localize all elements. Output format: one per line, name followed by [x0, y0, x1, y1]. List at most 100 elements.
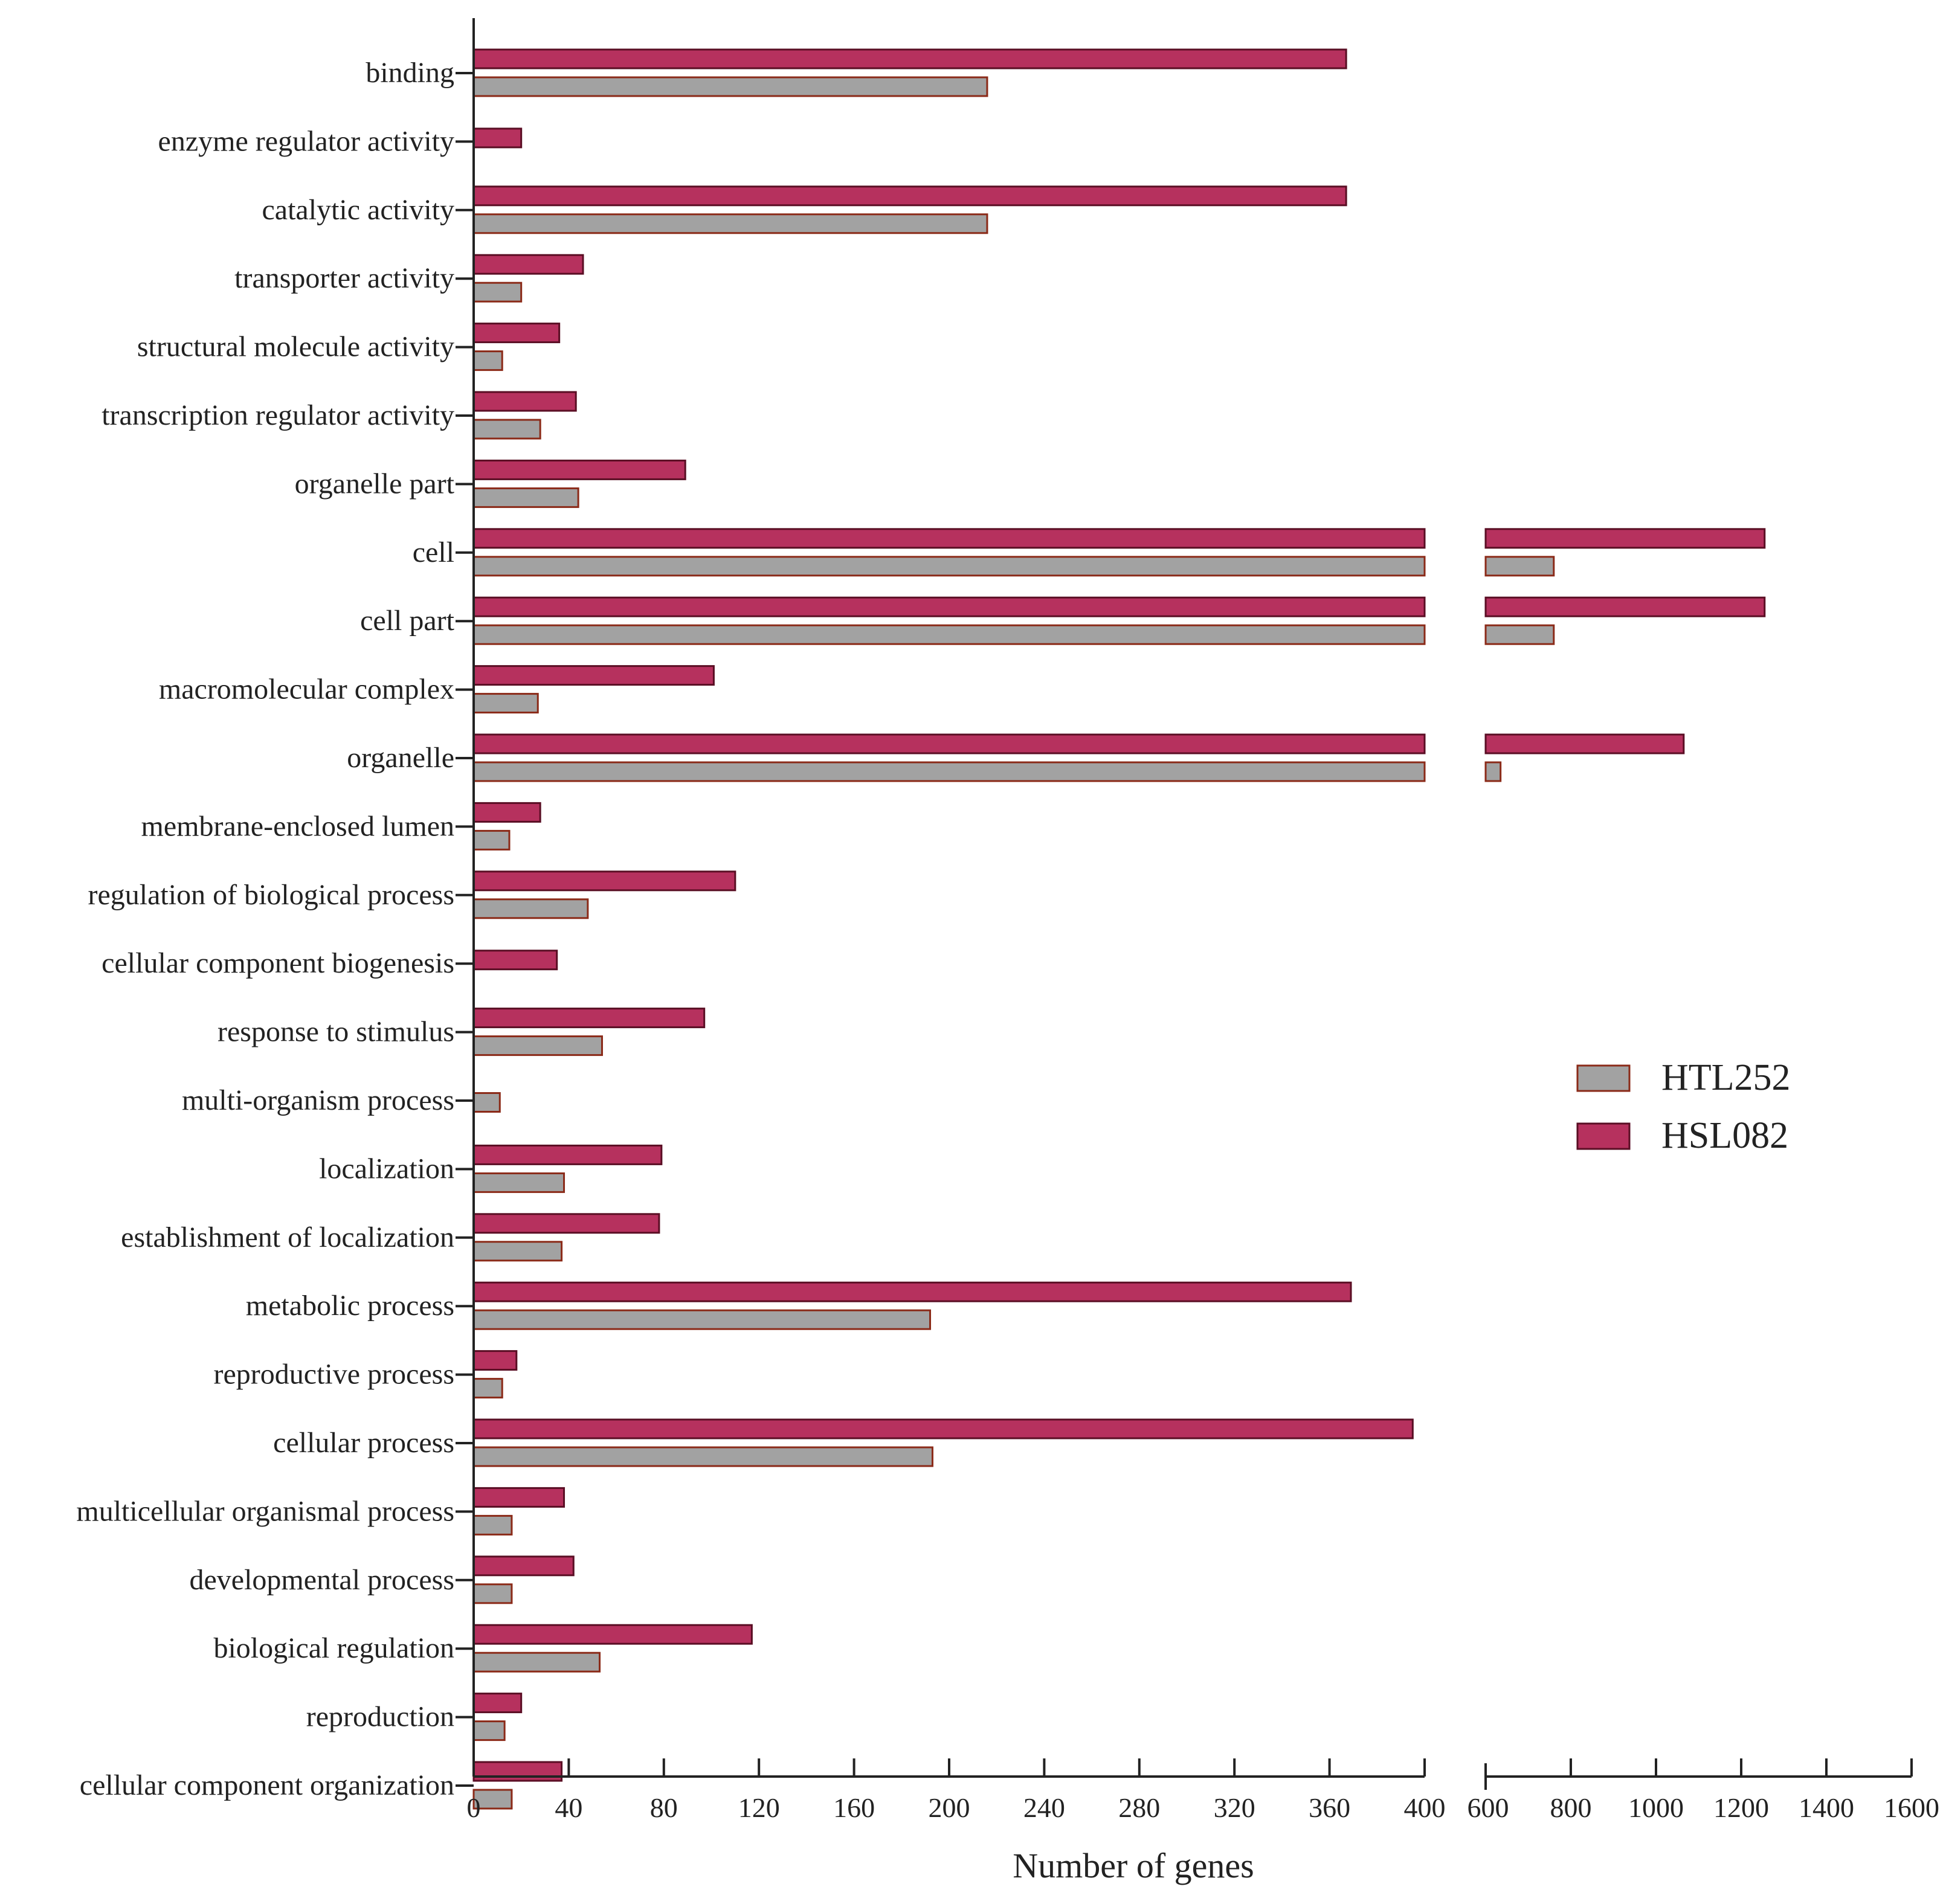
category-label: reproduction: [306, 1701, 454, 1733]
bar-htl252: [472, 1789, 513, 1810]
category-label: localization: [319, 1153, 454, 1185]
x-tick-label: 1600: [1884, 1792, 1939, 1823]
bar-htl252: [472, 1172, 565, 1193]
bar-hsl082-continued: [1484, 528, 1766, 549]
category-label: multi-organism process: [182, 1084, 454, 1116]
bar-hsl082: [472, 1555, 575, 1577]
bar-hsl082: [472, 950, 558, 971]
bar-hsl082-continued: [1484, 596, 1766, 617]
bar-htl252: [472, 1446, 933, 1467]
bar-htl252-continued: [1484, 556, 1555, 577]
bar-htl252-continued: [1484, 761, 1502, 782]
x-tick-label: 600: [1468, 1792, 1509, 1823]
x-tick-label: 400: [1404, 1792, 1446, 1823]
bar-hsl082: [472, 323, 561, 344]
category-label: cell part: [360, 605, 455, 637]
category-label: transcription regulator activity: [101, 399, 454, 431]
category-label: establishment of localization: [121, 1221, 454, 1253]
bar-htl252: [472, 1092, 501, 1113]
category-label: reproductive process: [213, 1359, 454, 1391]
bar-hsl082: [472, 665, 715, 686]
bar-hsl082: [472, 1418, 1414, 1439]
bar-hsl082: [472, 1487, 565, 1508]
bar-htl252: [472, 898, 589, 919]
bar-hsl082: [472, 1350, 518, 1371]
x-tick-label: 0: [467, 1792, 481, 1823]
bar-hsl082: [472, 459, 686, 480]
category-label: cellular process: [273, 1427, 454, 1459]
bar-htl252: [472, 1378, 503, 1399]
bar-hsl082: [472, 127, 523, 149]
bar-htl252: [472, 1241, 563, 1262]
legend-swatch-hsl082: [1576, 1122, 1631, 1150]
x-tick-label: 1200: [1713, 1792, 1769, 1823]
bar-htl252: [472, 487, 579, 508]
bar-htl252: [472, 761, 1426, 782]
x-tick-label: 360: [1309, 1792, 1350, 1823]
bar-hsl082: [472, 1624, 753, 1645]
category-label: organelle part: [295, 468, 455, 500]
x-tick-label: 1400: [1799, 1792, 1854, 1823]
bar-hsl082: [472, 1281, 1352, 1302]
category-label: catalytic activity: [262, 194, 454, 226]
bar-htl252: [472, 693, 539, 714]
legend: HTL252 HSL082: [1576, 1057, 1791, 1156]
bar-htl252: [472, 213, 988, 234]
bar-hsl082: [472, 1213, 660, 1234]
bar-hsl082: [472, 391, 577, 412]
bar-htl252: [472, 1514, 513, 1536]
bar-htl252: [472, 1652, 601, 1673]
bar-htl252: [472, 624, 1426, 645]
bar-htl252: [472, 76, 988, 97]
bar-hsl082: [472, 528, 1426, 549]
category-label: biological regulation: [213, 1632, 454, 1664]
bar-htl252: [472, 556, 1426, 577]
bar-htl252: [472, 1720, 506, 1742]
category-label: regulation of biological process: [88, 879, 455, 911]
bar-hsl082: [472, 1008, 706, 1029]
x-tick-label: 160: [833, 1792, 875, 1823]
bar-htl252: [472, 1309, 932, 1330]
bar-hsl082: [472, 185, 1347, 207]
category-label: response to stimulus: [217, 1016, 454, 1048]
bar-hsl082: [472, 733, 1426, 754]
bar-hsl082: [472, 254, 584, 275]
bar-htl252: [472, 1583, 513, 1604]
bar-hsl082: [472, 48, 1347, 69]
legend-label-hsl082: HSL082: [1661, 1115, 1788, 1156]
x-tick-label: 40: [555, 1792, 582, 1823]
x-tick-label: 800: [1550, 1792, 1592, 1823]
bar-htl252: [472, 419, 541, 440]
bar-hsl082: [472, 1761, 563, 1782]
x-tick-label: 240: [1023, 1792, 1065, 1823]
axes-layer: [456, 18, 1912, 1787]
bars-layer: [472, 48, 1766, 1810]
x-axis-ticks: 0 40 80 120 160 200 240 280 320 360 400 600 800 1000 1…: [467, 1758, 1939, 1823]
legend-label-htl252: HTL252: [1661, 1057, 1791, 1098]
category-label: metabolic process: [246, 1290, 454, 1322]
category-label: developmental process: [189, 1564, 454, 1596]
category-label: binding: [366, 57, 454, 89]
bar-hsl082-continued: [1484, 733, 1685, 754]
x-tick-label: 1000: [1628, 1792, 1684, 1823]
category-label: cellular component biogenesis: [101, 947, 454, 979]
bar-htl252: [472, 281, 523, 303]
bar-htl252: [472, 829, 511, 851]
x-tick-label: 280: [1118, 1792, 1160, 1823]
bar-htl252-continued: [1484, 624, 1555, 645]
category-labels: binding enzyme regulator activity catalyti…: [76, 57, 454, 1801]
bar-htl252: [472, 1035, 603, 1057]
category-label: transporter activity: [234, 262, 454, 294]
category-label: membrane-enclosed lumen: [141, 810, 454, 842]
bar-hsl082: [472, 870, 736, 892]
x-axis-title: Number of genes: [1013, 1846, 1254, 1885]
category-label: enzyme regulator activity: [158, 125, 454, 157]
x-tick-label: 120: [738, 1792, 780, 1823]
legend-swatch-htl252: [1576, 1064, 1631, 1092]
x-tick-label: 200: [929, 1792, 970, 1823]
bar-hsl082: [472, 1144, 663, 1165]
category-label: cell: [413, 536, 454, 568]
bar-hsl082: [472, 596, 1426, 617]
bar-hsl082: [472, 802, 541, 823]
